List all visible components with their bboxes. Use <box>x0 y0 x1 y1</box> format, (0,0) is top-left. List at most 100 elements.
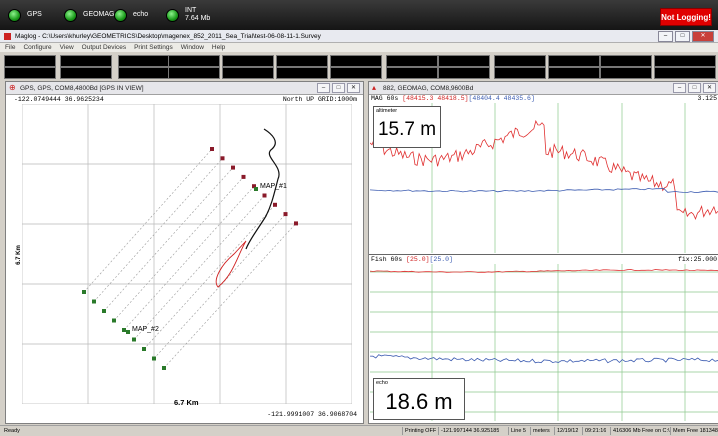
vessel-icon <box>215 240 247 288</box>
fish-blue-trace <box>370 354 718 364</box>
fish-chart <box>370 264 718 421</box>
data-cell <box>118 67 170 79</box>
window-title: Maglog - C:\Users\khurley\GEOMETRICS\Des… <box>15 32 321 40</box>
data-cell <box>4 67 56 79</box>
data-cell <box>4 55 56 67</box>
line-end-point <box>262 193 267 198</box>
data-cell <box>386 55 438 67</box>
geomag-minimize-button[interactable]: – <box>673 83 686 93</box>
line-end-point <box>231 165 235 170</box>
status-printing: Printing OFF <box>402 427 436 435</box>
line-start-point <box>152 356 156 361</box>
data-cell <box>276 67 328 79</box>
geomag-maximize-button[interactable]: □ <box>688 83 701 93</box>
data-cell <box>654 55 716 67</box>
line-start-point <box>82 290 86 294</box>
geomag-panel[interactable]: ▴ 882, GEOMAG, COM8,9600Bd – □ ✕ MAG 60s… <box>368 81 718 424</box>
menu-view[interactable]: View <box>59 44 74 51</box>
app-icon <box>4 32 11 40</box>
minimize-button[interactable]: – <box>658 31 673 42</box>
not-logging-button[interactable]: Not Logging! <box>660 8 712 26</box>
data-display-bar <box>0 52 718 79</box>
echo-indicator[interactable]: echo <box>114 4 148 26</box>
survey-line <box>133 195 265 340</box>
menu-print-settings[interactable]: Print Settings <box>134 44 173 51</box>
data-cell <box>438 55 490 67</box>
status-ready: Ready <box>4 428 20 434</box>
data-cell <box>494 55 546 67</box>
window-titlebar: Maglog - C:\Users\khurley\GEOMETRICS\Des… <box>0 30 718 43</box>
geomag-led-icon <box>64 8 77 22</box>
survey-line <box>163 223 297 369</box>
maximize-button[interactable]: □ <box>675 31 690 42</box>
vessel-track <box>245 128 280 250</box>
status-time: 09:21:16 <box>582 427 606 435</box>
status-line: Line 5 <box>508 427 526 435</box>
gps-panel-title: GPS, GPS, COM8,4800Bd [GPS IN VIEW] <box>20 84 144 92</box>
data-cell <box>600 55 652 67</box>
gps-minimize-button[interactable]: – <box>317 83 330 93</box>
survey-line <box>103 167 234 312</box>
survey-line <box>123 185 255 331</box>
line-end-point <box>241 174 246 179</box>
int-indicator[interactable]: INT 7.64 Mb <box>166 4 210 26</box>
marker-map2[interactable] <box>126 330 130 334</box>
map-grid <box>22 104 352 404</box>
gps-map-canvas[interactable]: MAP_#1 MAP_#2 <box>22 104 352 404</box>
altimeter-value: 15.7 m <box>377 119 437 140</box>
survey-line <box>153 213 286 359</box>
marker-map2-label: MAP_#2 <box>132 326 159 333</box>
geomag-close-button[interactable]: ✕ <box>703 83 716 93</box>
data-cell <box>330 67 382 79</box>
line-end-point <box>283 212 288 217</box>
menu-configure[interactable]: Configure <box>23 44 52 51</box>
fish-range-red: [25.0] <box>406 256 430 263</box>
line-start-point <box>92 299 96 304</box>
mag-red-trace <box>370 119 718 220</box>
mag-header: MAG 60s [48415.3 48418.5][48404.4 48435.… <box>371 95 535 102</box>
map-y-scale: 6.7 Km <box>15 245 22 265</box>
gps-maximize-button[interactable]: □ <box>332 83 345 93</box>
data-cell <box>548 55 600 67</box>
status-date: 12/19/12 <box>554 427 578 435</box>
gps-panel-header: ⊕ GPS, GPS, COM8,4800Bd [GPS IN VIEW] – … <box>6 82 363 95</box>
close-button[interactable]: ✕ <box>692 31 714 42</box>
map-top-left-coords: -122.0749444 36.9625234 <box>14 96 104 103</box>
geomag-indicator[interactable]: GEOMAG <box>64 4 115 26</box>
fish-red-trace <box>370 269 718 273</box>
data-cell <box>118 55 170 67</box>
survey-line <box>143 204 276 350</box>
menu-help[interactable]: Help <box>211 44 226 51</box>
gps-crosshair-icon: ⊕ <box>9 83 16 92</box>
geomag-panel-header: ▴ 882, GEOMAG, COM8,9600Bd – □ ✕ <box>369 82 718 95</box>
fish-header: Fish 60s [25.0][25.0] <box>371 256 453 263</box>
menu-output-devices[interactable]: Output Devices <box>81 44 127 51</box>
data-cell <box>330 55 382 67</box>
data-cell <box>168 55 220 67</box>
echo-readout: echo 18.6 m <box>373 378 465 420</box>
echo-value: 18.6 m <box>385 389 453 414</box>
gps-indicator[interactable]: GPS <box>8 4 42 26</box>
marker-map1-label: MAP_#1 <box>260 183 287 190</box>
data-cell <box>654 67 716 79</box>
status-mem: Mem Free 1813484 K <box>670 427 718 435</box>
altimeter-readout: altimeter 15.7 m <box>373 106 441 148</box>
data-cell <box>548 67 600 79</box>
menu-file[interactable]: File <box>5 44 16 51</box>
status-bar: Ready Printing OFF -121.997144 36.925185… <box>0 425 718 436</box>
fish-range-blue: [25.0] <box>429 256 453 263</box>
gps-close-button[interactable]: ✕ <box>347 83 360 93</box>
survey-lines <box>82 147 298 370</box>
status-bar-top: GPS GEOMAG echo INT 7.64 Mb Not Logging! <box>0 0 718 30</box>
map-grid-label: North UP GRID:1000m <box>282 96 357 103</box>
altimeter-label: altimeter <box>376 108 398 114</box>
line-end-point <box>252 184 256 189</box>
line-end-point <box>273 202 277 207</box>
menu-window[interactable]: Window <box>180 44 204 51</box>
data-cell <box>60 55 112 67</box>
line-start-point <box>122 328 126 332</box>
data-cell <box>60 67 112 79</box>
marker-map1[interactable] <box>254 187 258 191</box>
survey-line <box>83 148 213 293</box>
gps-map-panel[interactable]: ⊕ GPS, GPS, COM8,4800Bd [GPS IN VIEW] – … <box>5 81 364 424</box>
